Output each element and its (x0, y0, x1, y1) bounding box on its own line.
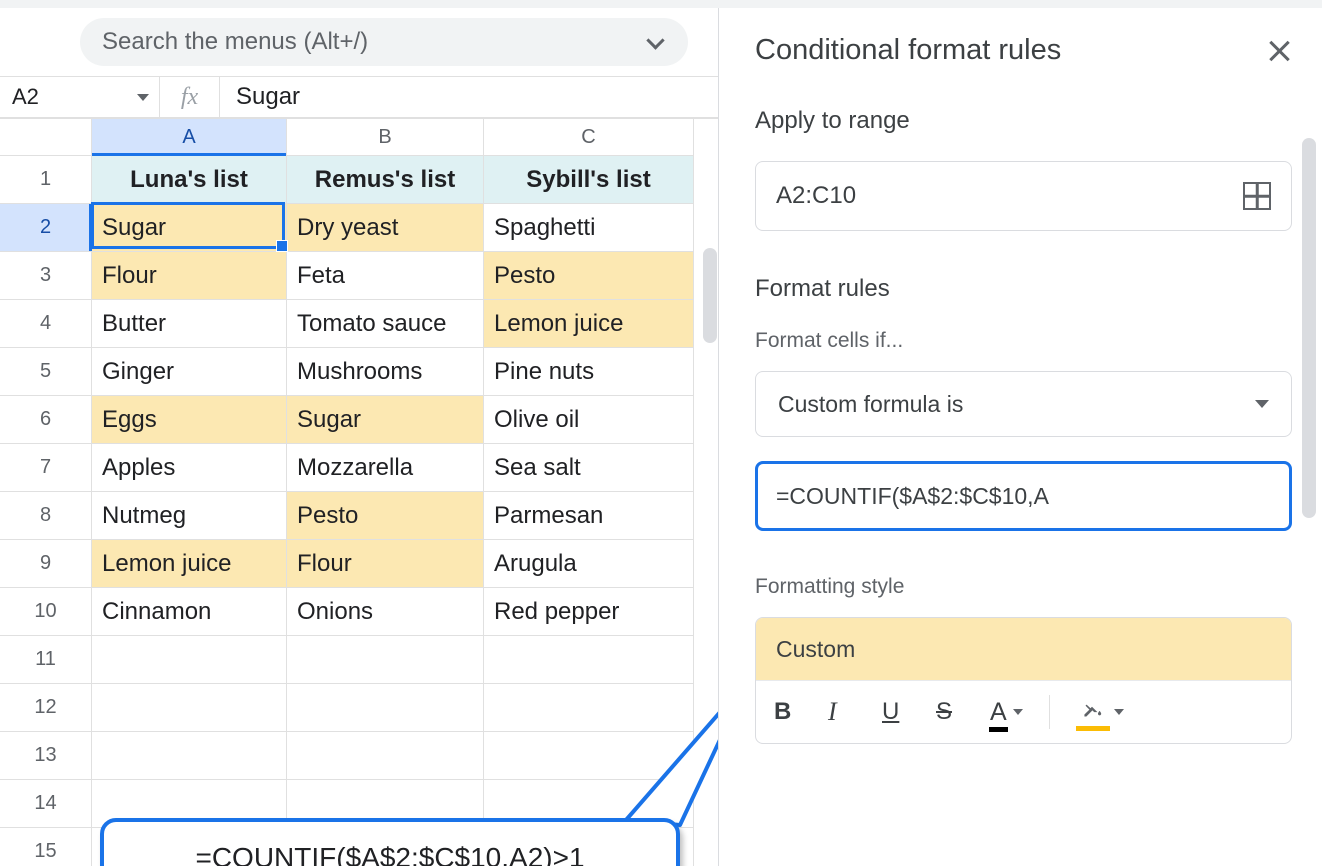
row-header[interactable]: 1 (0, 156, 92, 204)
chevron-down-icon (646, 32, 666, 52)
table-cell[interactable] (287, 684, 484, 732)
table-cell[interactable]: Eggs (92, 396, 287, 444)
table-cell[interactable]: Feta (287, 252, 484, 300)
spreadsheet-pane: Search the menus (Alt+/) A2 fx Sugar ABC… (0, 8, 718, 866)
table-cell[interactable]: Lemon juice (92, 540, 287, 588)
format-rules-label: Format rules (755, 275, 1292, 303)
table-header-cell[interactable]: Remus's list (287, 156, 484, 204)
formula-bar[interactable]: Sugar (220, 83, 718, 111)
row-header[interactable]: 12 (0, 684, 92, 732)
condition-value: Custom formula is (778, 391, 963, 418)
row-header[interactable]: 11 (0, 636, 92, 684)
sheet-area: ABC 1Luna's listRemus's listSybill's list… (0, 118, 718, 866)
table-cell[interactable]: Dry yeast (287, 204, 484, 252)
column-header[interactable]: C (484, 119, 694, 156)
table-cell[interactable]: Flour (287, 540, 484, 588)
row-header[interactable]: 4 (0, 300, 92, 348)
table-cell[interactable]: Sugar (92, 204, 287, 252)
row-header[interactable]: 5 (0, 348, 92, 396)
row-header[interactable]: 14 (0, 780, 92, 828)
table-cell[interactable] (92, 684, 287, 732)
table-cell[interactable]: Butter (92, 300, 287, 348)
text-color-button[interactable]: A (990, 698, 1023, 727)
table-cell[interactable]: Onions (287, 588, 484, 636)
row-header[interactable]: 6 (0, 396, 92, 444)
table-header-cell[interactable]: Luna's list (92, 156, 287, 204)
column-header[interactable]: A (92, 119, 287, 156)
conditional-format-panel: Conditional format rules Apply to range … (718, 8, 1322, 866)
table-cell[interactable] (287, 636, 484, 684)
format-cells-if-label: Format cells if... (755, 329, 1292, 353)
chevron-down-icon (1114, 709, 1124, 715)
table-cell[interactable]: Mushrooms (287, 348, 484, 396)
table-cell[interactable] (92, 732, 287, 780)
row-header[interactable]: 10 (0, 588, 92, 636)
menu-search[interactable]: Search the menus (Alt+/) (80, 18, 688, 66)
column-header[interactable]: B (287, 119, 484, 156)
fill-color-button[interactable] (1076, 697, 1124, 727)
table-cell[interactable]: Arugula (484, 540, 694, 588)
table-cell[interactable]: Apples (92, 444, 287, 492)
apply-range-value: A2:C10 (776, 182, 856, 210)
menu-search-placeholder: Search the menus (Alt+/) (102, 28, 368, 56)
table-cell[interactable]: Pine nuts (484, 348, 694, 396)
row-header[interactable]: 8 (0, 492, 92, 540)
table-cell[interactable]: Cinnamon (92, 588, 287, 636)
toolbar-separator (1049, 695, 1050, 729)
name-box-dropdown-icon (137, 94, 149, 101)
strikethrough-button[interactable]: S (936, 698, 964, 726)
dropdown-arrow-icon (1255, 400, 1269, 408)
underline-button[interactable]: U (882, 698, 910, 726)
chevron-down-icon (1013, 709, 1023, 715)
table-cell[interactable]: Sea salt (484, 444, 694, 492)
formatting-style-label: Formatting style (755, 575, 1292, 599)
italic-button[interactable]: I (828, 697, 856, 727)
table-cell[interactable]: Lemon juice (484, 300, 694, 348)
table-cell[interactable]: Flour (92, 252, 287, 300)
row-header[interactable]: 15 (0, 828, 92, 866)
vertical-scrollbar-thumb[interactable] (703, 248, 717, 343)
row-header[interactable]: 9 (0, 540, 92, 588)
panel-title: Conditional format rules (755, 34, 1061, 67)
table-cell[interactable]: Mozzarella (287, 444, 484, 492)
table-cell[interactable] (92, 636, 287, 684)
table-cell[interactable]: Parmesan (484, 492, 694, 540)
table-cell[interactable]: Pesto (287, 492, 484, 540)
select-all-corner[interactable] (0, 119, 92, 156)
callout-text: =COUNTIF($A$2:$C$10,A2)>1 (195, 842, 584, 866)
close-icon[interactable] (1266, 38, 1292, 64)
row-header[interactable]: 7 (0, 444, 92, 492)
row-header[interactable]: 2 (0, 204, 92, 252)
custom-formula-value: =COUNTIF($A$2:$C$10,A (776, 483, 1049, 510)
style-preview-label: Custom (776, 636, 855, 663)
panel-scrollbar-thumb[interactable] (1302, 138, 1316, 518)
select-range-icon[interactable] (1243, 182, 1271, 210)
custom-formula-input[interactable]: =COUNTIF($A$2:$C$10,A (755, 461, 1292, 531)
paint-bucket-icon (1076, 697, 1108, 727)
table-cell[interactable]: Nutmeg (92, 492, 287, 540)
name-box-value: A2 (12, 84, 39, 110)
row-header[interactable]: 3 (0, 252, 92, 300)
table-header-cell[interactable]: Sybill's list (484, 156, 694, 204)
bold-button[interactable]: B (774, 698, 802, 726)
style-preview[interactable]: Custom (756, 618, 1291, 680)
apply-range-label: Apply to range (755, 107, 1292, 135)
table-cell[interactable] (287, 732, 484, 780)
table-cell[interactable]: Sugar (287, 396, 484, 444)
table-cell[interactable]: Olive oil (484, 396, 694, 444)
condition-dropdown[interactable]: Custom formula is (755, 371, 1292, 437)
fx-label: fx (160, 77, 220, 117)
formula-callout: =COUNTIF($A$2:$C$10,A2)>1 (100, 818, 680, 866)
row-header[interactable]: 13 (0, 732, 92, 780)
table-cell[interactable]: Pesto (484, 252, 694, 300)
table-cell[interactable]: Ginger (92, 348, 287, 396)
apply-range-input[interactable]: A2:C10 (755, 161, 1292, 231)
table-cell[interactable]: Spaghetti (484, 204, 694, 252)
table-cell[interactable]: Tomato sauce (287, 300, 484, 348)
name-box[interactable]: A2 (0, 77, 160, 117)
